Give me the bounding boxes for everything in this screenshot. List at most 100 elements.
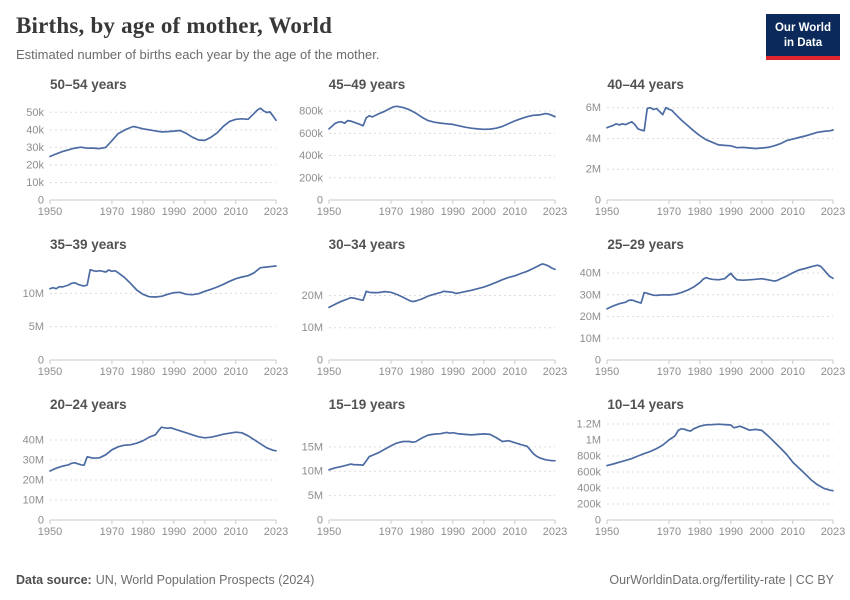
chart-plot: 0 10M 20M 30M 40M 1950 1970 1980 1990 2000 2010 202… xyxy=(580,263,846,378)
y-tick-label: 200k xyxy=(299,172,323,184)
y-tick-label: 30k xyxy=(26,141,44,153)
x-tick-label: 1980 xyxy=(131,206,155,218)
y-tick-label: 50k xyxy=(26,106,44,118)
footer-link[interactable]: OurWorldinData.org/fertility-rate | CC B… xyxy=(609,573,834,587)
series-line xyxy=(606,106,835,149)
series-line xyxy=(49,106,277,157)
chart-plot: 0 5M 10M 1950 1970 1980 1990 2000 2010 2023 xyxy=(23,264,288,378)
y-tick-label: 600k xyxy=(577,466,601,478)
y-tick-label: 10M xyxy=(301,465,322,477)
y-tick-label: 5M xyxy=(307,490,322,502)
x-tick-label: 2023 xyxy=(821,366,845,378)
chart-plot: 0 10k 20k 30k 40k 50k 1950 1970 1980 1990 2000 2010… xyxy=(26,106,288,218)
x-tick-label: 2000 xyxy=(471,206,495,218)
x-tick-label: 2000 xyxy=(750,366,774,378)
chart-plot: 0 200k 400k 600k 800k 1950 1970 1980 1990 2000 201… xyxy=(299,105,567,218)
y-tick-label: 20M xyxy=(580,311,601,323)
x-tick-label: 2010 xyxy=(502,206,526,218)
y-tick-label: 1M xyxy=(586,434,601,446)
chart-panel: 35–39 years 0 5M 10M 1950 1970 1980 1990 2000 20… xyxy=(14,228,289,380)
chart-plot: 0 2M 4M 6M 1950 1970 1980 1990 2000 2010 2023 xyxy=(586,102,846,218)
x-tick-label: 2000 xyxy=(193,206,217,218)
x-tick-label: 1970 xyxy=(100,526,124,538)
x-tick-label: 2000 xyxy=(750,526,774,538)
x-tick-label: 2010 xyxy=(781,206,805,218)
chart-panel: 10–14 years 0 200k 400k 600k 800k 1M 1.2M 1950 1… xyxy=(571,388,846,540)
chart-plot: 0 10M 20M 30M 40M 1950 1970 1980 1990 2000 2010 202… xyxy=(23,425,288,538)
chart-plot: 0 200k 400k 600k 800k 1M 1.2M 1950 1970 1980 1990 2… xyxy=(577,418,846,538)
x-tick-label: 2023 xyxy=(542,526,566,538)
y-tick-label: 0 xyxy=(595,194,601,206)
chart-panel: 20–24 years 0 10M 20M 30M 40M 1950 1970 1980 199… xyxy=(14,388,289,540)
x-tick-label: 2000 xyxy=(471,526,495,538)
series-line xyxy=(606,263,835,310)
x-tick-label: 2023 xyxy=(542,206,566,218)
y-tick-label: 10M xyxy=(23,287,44,299)
y-tick-label: 40k xyxy=(26,124,44,136)
series-line xyxy=(327,105,556,130)
x-tick-label: 1990 xyxy=(719,206,743,218)
series-line xyxy=(606,422,835,492)
chart-panel-title: 25–29 years xyxy=(607,236,684,252)
y-tick-label: 2M xyxy=(586,163,601,175)
footer: Data source: UN, World Population Prospec… xyxy=(0,573,850,587)
x-tick-label: 2023 xyxy=(264,206,288,218)
x-tick-label: 2010 xyxy=(502,526,526,538)
x-tick-label: 2023 xyxy=(821,206,845,218)
chart-plot: 0 10M 20M 1950 1970 1980 1990 2000 2010 2023 xyxy=(301,262,567,378)
y-tick-label: 0 xyxy=(317,354,323,366)
y-tick-label: 10M xyxy=(301,322,322,334)
chart-panel-title: 15–19 years xyxy=(328,396,406,412)
x-tick-label: 2000 xyxy=(471,366,495,378)
series-line xyxy=(49,425,277,472)
x-tick-label: 1980 xyxy=(131,366,155,378)
x-tick-label: 1990 xyxy=(162,206,186,218)
x-tick-label: 2000 xyxy=(750,206,774,218)
chart-panel-title: 20–24 years xyxy=(50,396,127,412)
x-tick-label: 1970 xyxy=(657,206,681,218)
chart-panel: 40–44 years 0 2M 4M 6M 1950 1970 1980 1990 2000 2… xyxy=(571,68,846,220)
data-source-value: UN, World Population Prospects (2024) xyxy=(95,573,315,587)
series-line xyxy=(327,431,556,471)
header-text: Births, by age of mother, World Estimate… xyxy=(16,12,379,62)
y-tick-label: 40M xyxy=(580,267,601,279)
x-tick-label: 2023 xyxy=(264,526,288,538)
page-subtitle: Estimated number of births each year by … xyxy=(16,46,380,62)
y-tick-label: 0 xyxy=(317,194,323,206)
x-tick-label: 1980 xyxy=(688,206,712,218)
chart-panel-title: 45–49 years xyxy=(328,76,406,92)
y-tick-label: 0 xyxy=(317,514,323,526)
y-tick-label: 4M xyxy=(586,133,601,145)
y-tick-label: 10k xyxy=(26,177,44,189)
x-tick-label: 2010 xyxy=(781,526,805,538)
y-tick-label: 0 xyxy=(38,514,44,526)
x-tick-label: 1990 xyxy=(719,526,743,538)
x-tick-label: 1980 xyxy=(409,206,433,218)
y-tick-label: 40M xyxy=(23,434,44,446)
chart-panel-title: 30–34 years xyxy=(328,236,406,252)
x-tick-label: 2023 xyxy=(542,366,566,378)
chart-panel: 30–34 years 0 10M 20M 1950 1970 1980 1990 2000 2… xyxy=(293,228,567,380)
charts-grid: 50–54 years 0 10k 20k 30k 40k 50k 1950 1970 1980… xyxy=(0,62,850,540)
x-tick-label: 2010 xyxy=(502,366,526,378)
owid-logo[interactable]: Our World in Data xyxy=(765,14,840,60)
y-tick-label: 800k xyxy=(577,450,601,462)
x-tick-label: 2023 xyxy=(821,526,845,538)
x-tick-label: 1980 xyxy=(688,526,712,538)
series-line xyxy=(49,264,277,298)
x-tick-label: 1980 xyxy=(409,366,433,378)
y-tick-label: 400k xyxy=(577,482,601,494)
x-tick-label: 1950 xyxy=(316,206,340,218)
y-tick-label: 0 xyxy=(38,354,44,366)
y-tick-label: 600k xyxy=(299,127,323,139)
y-tick-label: 10M xyxy=(23,494,44,506)
x-tick-label: 2010 xyxy=(224,206,248,218)
data-source: Data source: UN, World Population Prospec… xyxy=(16,573,314,587)
y-tick-label: 1.2M xyxy=(577,418,601,430)
x-tick-label: 1990 xyxy=(440,366,464,378)
chart-panel: 25–29 years 0 10M 20M 30M 40M 1950 1970 1980 199… xyxy=(571,228,846,380)
x-tick-label: 1950 xyxy=(595,366,619,378)
x-tick-label: 2000 xyxy=(193,366,217,378)
x-tick-label: 1950 xyxy=(38,526,62,538)
y-tick-label: 20M xyxy=(301,290,322,302)
